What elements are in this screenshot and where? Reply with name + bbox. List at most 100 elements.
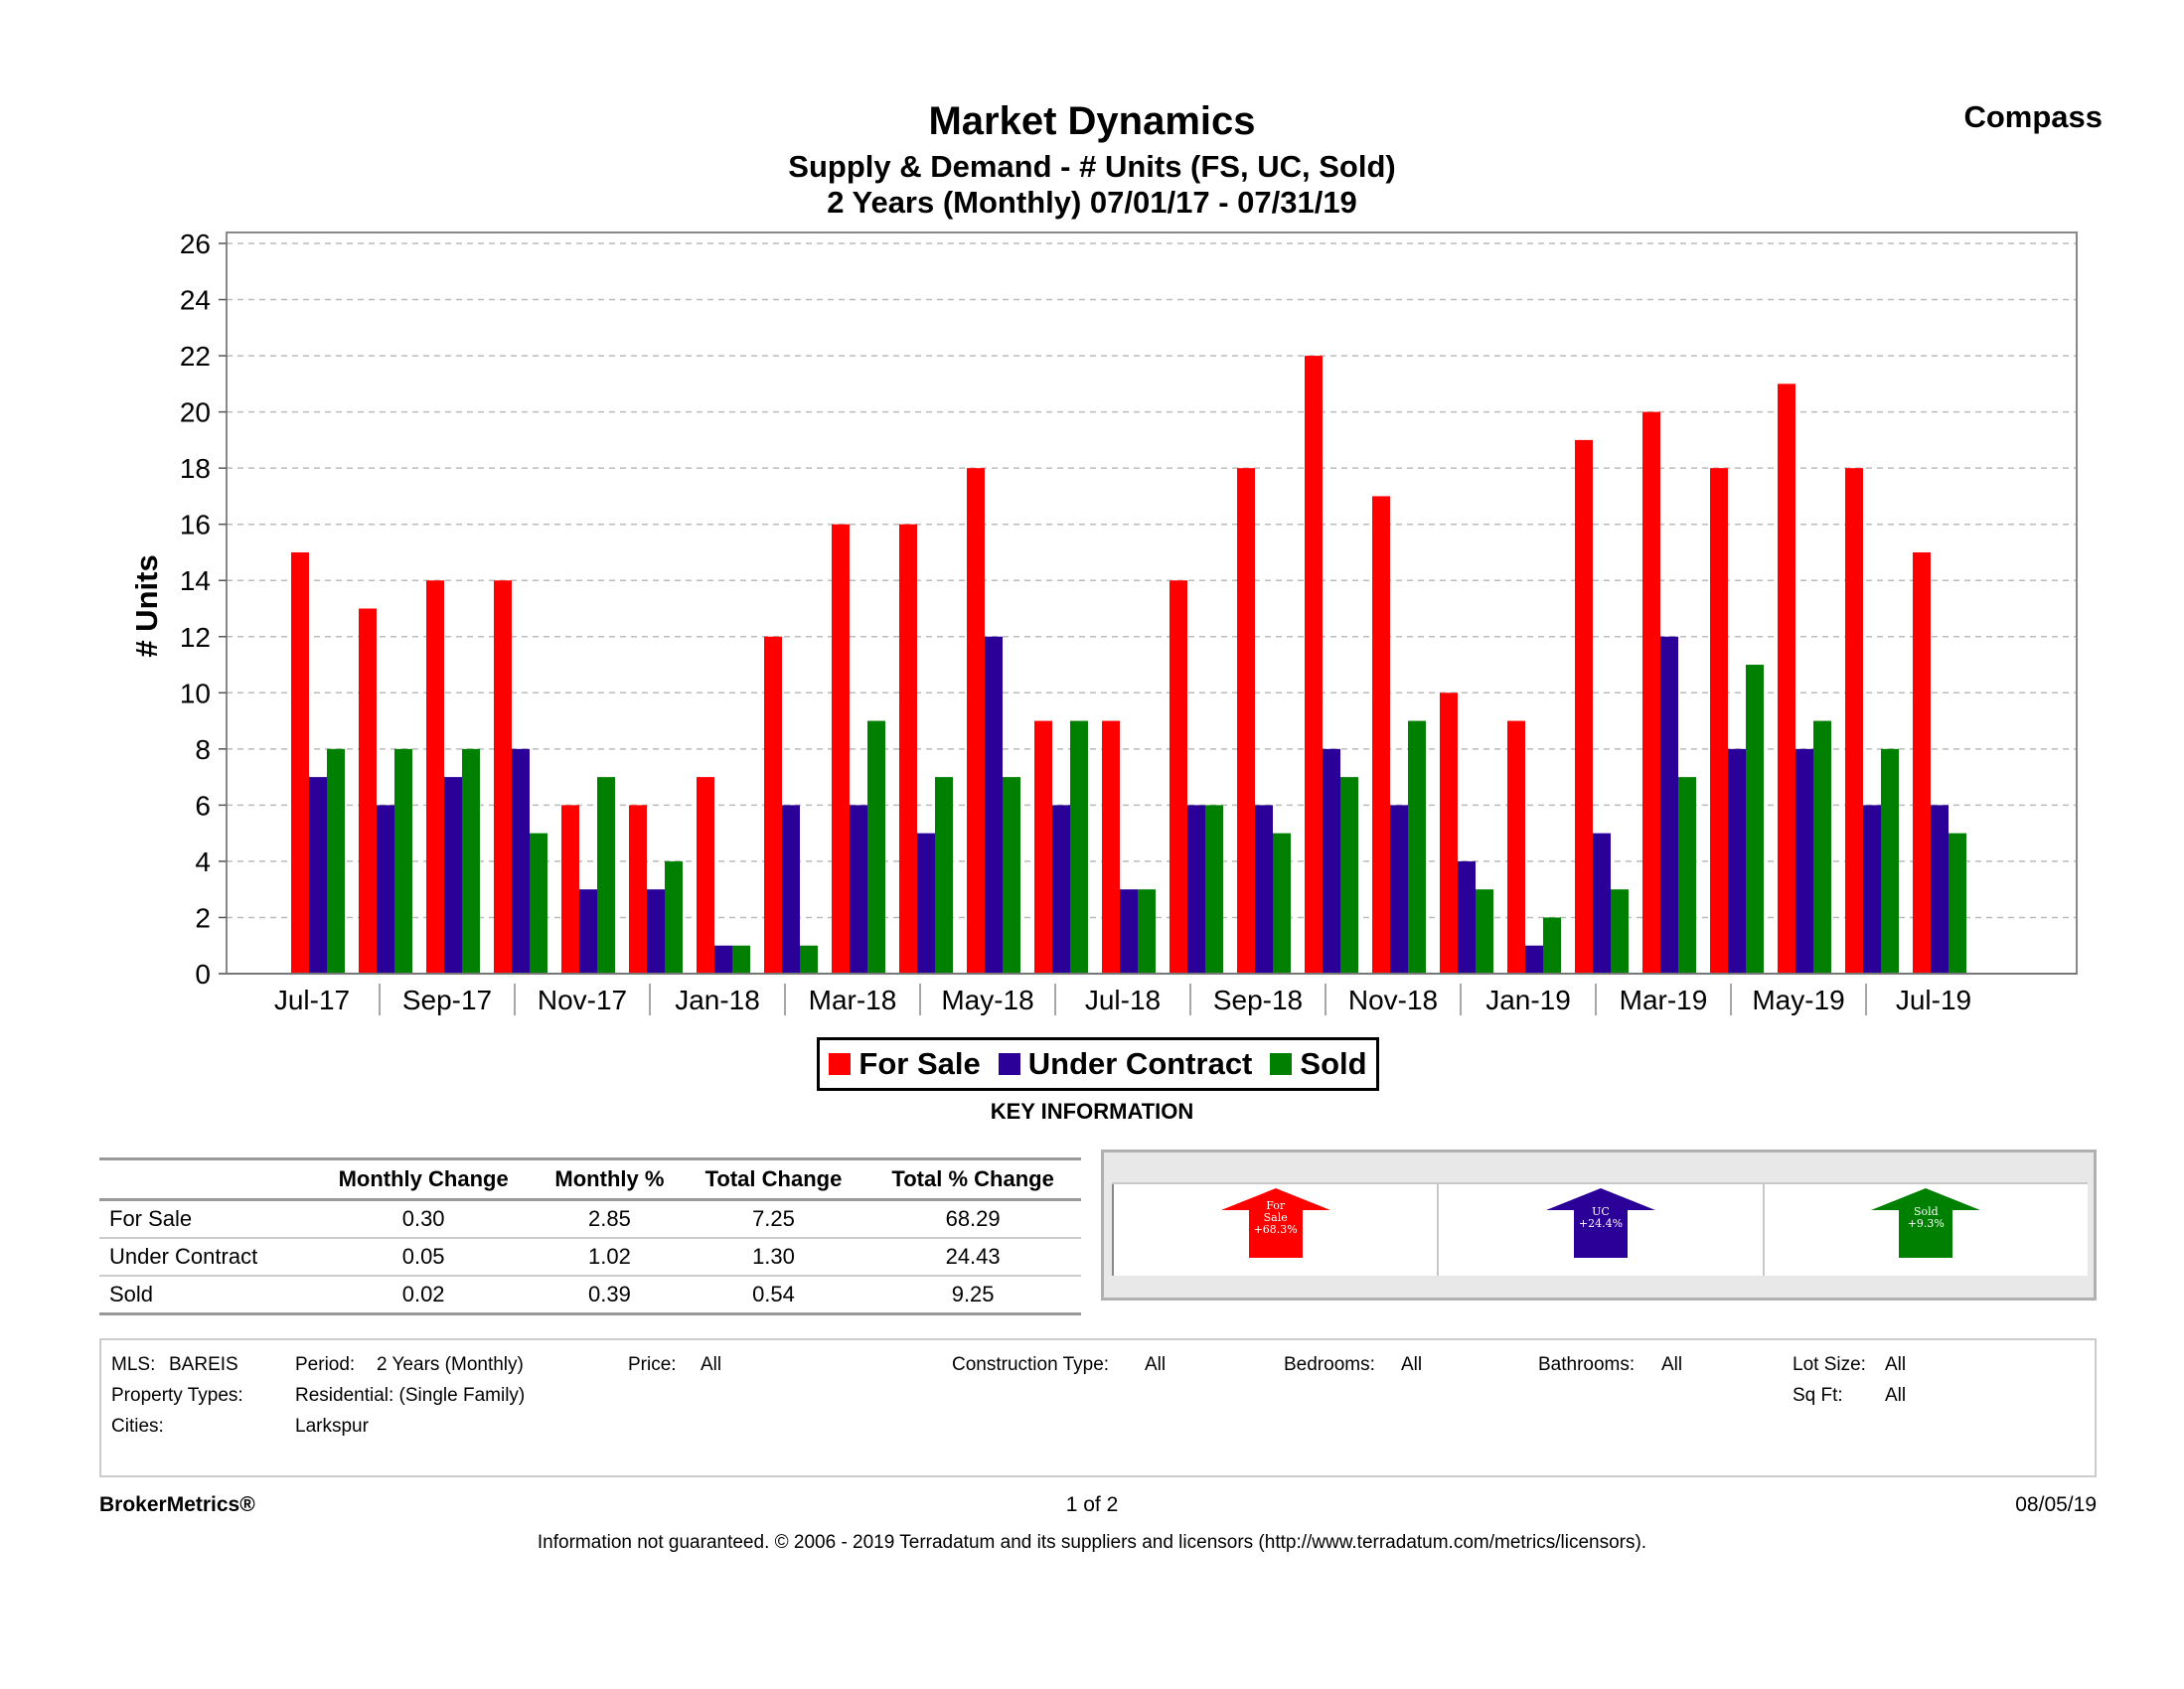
- trend-arrows-panel: For Sale +68.3% UC +24.4% Sold +9.3%: [1101, 1150, 2097, 1301]
- bar-for-sale: [1237, 468, 1255, 974]
- bar-for-sale: [764, 636, 782, 974]
- y-tick-label: 14: [180, 565, 211, 596]
- table-header: [99, 1159, 310, 1200]
- bar-under-contract: [1255, 805, 1273, 974]
- table-row: For Sale 0.30 2.85 7.25 68.29: [99, 1200, 1081, 1238]
- bar-sold: [1476, 889, 1493, 974]
- bar-sold: [1949, 833, 1966, 974]
- bar-for-sale: [1845, 468, 1863, 974]
- legend-item-sold: Sold: [1270, 1046, 1367, 1082]
- bar-layer: [291, 356, 1966, 975]
- bar-sold: [1003, 777, 1020, 974]
- bar-sold: [867, 720, 885, 974]
- bar-for-sale: [1913, 551, 1931, 974]
- brand-name: Compass: [1963, 99, 2103, 134]
- bar-sold: [732, 945, 750, 974]
- bar-sold: [1138, 889, 1156, 974]
- legend-swatch-under-contract: [998, 1053, 1020, 1075]
- y-tick-label: 24: [180, 285, 211, 316]
- bar-under-contract: [1525, 945, 1543, 974]
- disclaimer: Information not guaranteed. © 2006 - 201…: [537, 1532, 1647, 1553]
- y-tick-label: 22: [180, 341, 211, 372]
- y-tick-label: 12: [180, 622, 211, 653]
- bar-sold: [1408, 720, 1426, 974]
- x-tick-label: May-18: [941, 985, 1033, 1015]
- x-tick-label: Jul-18: [1085, 985, 1161, 1015]
- table-header: Total Change: [704, 1166, 843, 1191]
- up-arrow-icon: UC +24.4%: [1545, 1188, 1655, 1258]
- bar-under-contract: [850, 805, 867, 974]
- bar-for-sale: [1305, 356, 1323, 975]
- bar-under-contract: [1458, 860, 1476, 974]
- bar-sold: [665, 860, 683, 974]
- table-row: Under Contract 0.05 1.02 1.30 24.43: [99, 1238, 1081, 1276]
- legend-item-for-sale: For Sale: [829, 1046, 981, 1082]
- x-tick-label: Mar-18: [809, 985, 897, 1015]
- up-arrow-icon: Sold +9.3%: [1871, 1188, 1981, 1258]
- bar-under-contract: [444, 777, 462, 974]
- bar-sold: [1070, 720, 1088, 974]
- table-header-row: Monthly Change Monthly % Total Change To…: [99, 1158, 1081, 1200]
- bar-for-sale: [1778, 384, 1795, 974]
- table-row: Sold 0.02 0.39 0.54 9.25: [99, 1276, 1081, 1314]
- legend-label: Under Contract: [1027, 1046, 1253, 1081]
- bar-under-contract: [1120, 889, 1138, 974]
- x-tick-label: Jul-19: [1896, 985, 1971, 1015]
- bar-sold: [530, 833, 547, 974]
- bar-under-contract: [1660, 636, 1678, 974]
- legend-swatch-for-sale: [829, 1053, 852, 1075]
- x-tick-label: Jul-17: [274, 985, 350, 1015]
- bar-for-sale: [561, 805, 579, 974]
- bar-under-contract: [782, 805, 800, 974]
- bar-for-sale: [1034, 720, 1052, 974]
- chart-title: Market Dynamics: [928, 99, 1256, 143]
- bar-for-sale: [1507, 720, 1525, 974]
- bar-under-contract: [647, 889, 665, 974]
- table-header: Total % Change: [891, 1166, 1054, 1191]
- y-tick-label: 2: [195, 902, 211, 933]
- page-number: 1 of 2: [1065, 1493, 1119, 1516]
- y-tick-label: 26: [180, 229, 211, 259]
- bar-sold: [800, 945, 818, 974]
- report-date: 08/05/19: [2015, 1493, 2097, 1516]
- y-tick-label: 8: [195, 734, 211, 765]
- bar-under-contract: [1795, 748, 1813, 974]
- bar-under-contract: [377, 805, 394, 974]
- y-axis-label: # Units: [129, 554, 164, 657]
- bar-sold: [597, 777, 615, 974]
- sold-trend: Sold +9.3%: [1762, 1184, 2088, 1276]
- chart-date-range: 2 Years (Monthly) 07/01/17 - 07/31/19: [827, 185, 1357, 220]
- bar-under-contract: [714, 945, 732, 974]
- y-tick-label: 18: [180, 453, 211, 484]
- y-tick-label: 0: [195, 959, 211, 990]
- bar-under-contract: [985, 636, 1003, 974]
- bar-for-sale: [967, 468, 985, 974]
- bar-for-sale: [832, 524, 850, 974]
- y-tick-label: 16: [180, 510, 211, 540]
- bar-sold: [394, 748, 412, 974]
- bar-sold: [1813, 720, 1831, 974]
- bar-sold: [1205, 805, 1223, 974]
- bar-for-sale: [1575, 439, 1593, 974]
- x-tick-label: Jan-19: [1485, 985, 1571, 1015]
- bar-under-contract: [1187, 805, 1205, 974]
- x-tick-label: Mar-19: [1620, 985, 1708, 1015]
- bar-under-contract: [1931, 805, 1949, 974]
- bar-sold: [1678, 777, 1696, 974]
- bar-sold: [1881, 748, 1899, 974]
- bar-for-sale: [1642, 411, 1660, 975]
- chart-subtitle: Supply & Demand - # Units (FS, UC, Sold): [788, 149, 1396, 184]
- legend-item-under-contract: Under Contract: [998, 1046, 1253, 1082]
- bar-sold: [1340, 777, 1358, 974]
- bar-for-sale: [494, 580, 512, 974]
- brokermetrics-brand: BrokerMetrics®: [99, 1493, 255, 1516]
- table-header: Monthly Change: [338, 1166, 509, 1191]
- x-tick-label: Sep-18: [1213, 985, 1303, 1015]
- key-information-title: KEY INFORMATION: [990, 1099, 1194, 1124]
- bar-under-contract: [1863, 805, 1881, 974]
- bar-sold: [462, 748, 480, 974]
- bar-under-contract: [1593, 833, 1611, 974]
- y-tick-label: 6: [195, 790, 211, 821]
